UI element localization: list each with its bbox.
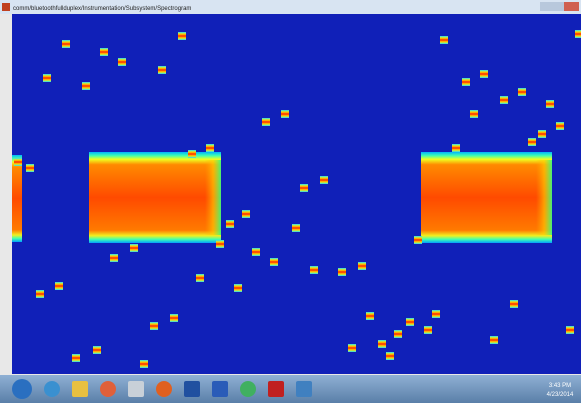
blip <box>36 290 44 298</box>
blip <box>292 224 300 232</box>
blip <box>178 32 186 40</box>
close-button[interactable] <box>564 2 579 11</box>
signal-block <box>89 152 221 243</box>
blip <box>366 312 374 320</box>
maximize-button[interactable] <box>552 2 564 11</box>
signal-block <box>12 155 22 242</box>
blip <box>546 100 554 108</box>
taskbar-icon[interactable] <box>268 381 284 397</box>
blip <box>242 210 250 218</box>
window-title: comm/bluetoothfullduplex/Instrumentation… <box>13 6 191 12</box>
taskbar-icon[interactable] <box>212 381 228 397</box>
blip <box>72 354 80 362</box>
minimize-button[interactable] <box>540 2 552 11</box>
blip <box>118 58 126 66</box>
taskbar-icon[interactable] <box>240 381 256 397</box>
blip <box>216 240 224 248</box>
blip <box>43 74 51 82</box>
blip <box>480 70 488 78</box>
blip <box>338 268 346 276</box>
blip <box>406 318 414 326</box>
blip <box>206 144 214 152</box>
blip <box>188 150 196 158</box>
blip <box>26 164 34 172</box>
blip <box>575 30 581 38</box>
blip <box>490 336 498 344</box>
blip <box>100 48 108 56</box>
blip <box>348 344 356 352</box>
blip <box>93 346 101 354</box>
taskbar-icon[interactable] <box>184 381 200 397</box>
blip <box>262 118 270 126</box>
blip <box>14 158 22 166</box>
blip <box>226 220 234 228</box>
blip <box>300 184 308 192</box>
blip <box>556 122 564 130</box>
blip <box>170 314 178 322</box>
blip <box>500 96 508 104</box>
taskbar-icon[interactable] <box>44 381 60 397</box>
blip <box>110 254 118 262</box>
taskbar-icon[interactable] <box>100 381 116 397</box>
taskbar-icon[interactable] <box>156 381 172 397</box>
blip <box>440 36 448 44</box>
signal-block <box>421 152 552 243</box>
blip <box>538 130 546 138</box>
page: comm/bluetoothfullduplex/Instrumentation… <box>0 0 581 403</box>
blip <box>462 78 470 86</box>
blip <box>252 248 260 256</box>
taskbar-icon[interactable] <box>128 381 144 397</box>
blip <box>62 40 70 48</box>
blip <box>528 138 536 146</box>
blip <box>566 326 574 334</box>
blip <box>510 300 518 308</box>
blip <box>130 244 138 252</box>
blip <box>432 310 440 318</box>
blip <box>270 258 278 266</box>
blip <box>281 110 289 118</box>
blip <box>394 330 402 338</box>
blip <box>470 110 478 118</box>
blip <box>140 360 148 368</box>
signal-edge <box>205 160 221 235</box>
blip <box>452 144 460 152</box>
taskbar-icon[interactable] <box>72 381 88 397</box>
blip <box>378 340 386 348</box>
blip <box>518 88 526 96</box>
start-button[interactable] <box>12 379 32 399</box>
blip <box>82 82 90 90</box>
app-icon <box>2 3 10 11</box>
blip <box>196 274 204 282</box>
blip <box>424 326 432 334</box>
blip <box>386 352 394 360</box>
blip <box>150 322 158 330</box>
blip <box>158 66 166 74</box>
clock-time: 3:43 PM <box>549 383 571 389</box>
blip <box>320 176 328 184</box>
clock-date: 4/23/2014 <box>547 392 574 398</box>
taskbar-icon[interactable] <box>296 381 312 397</box>
blip <box>414 236 422 244</box>
blip <box>234 284 242 292</box>
blip <box>358 262 366 270</box>
blip <box>310 266 318 274</box>
signal-edge <box>536 160 552 235</box>
screen: comm/bluetoothfullduplex/Instrumentation… <box>0 0 581 403</box>
blip <box>55 282 63 290</box>
